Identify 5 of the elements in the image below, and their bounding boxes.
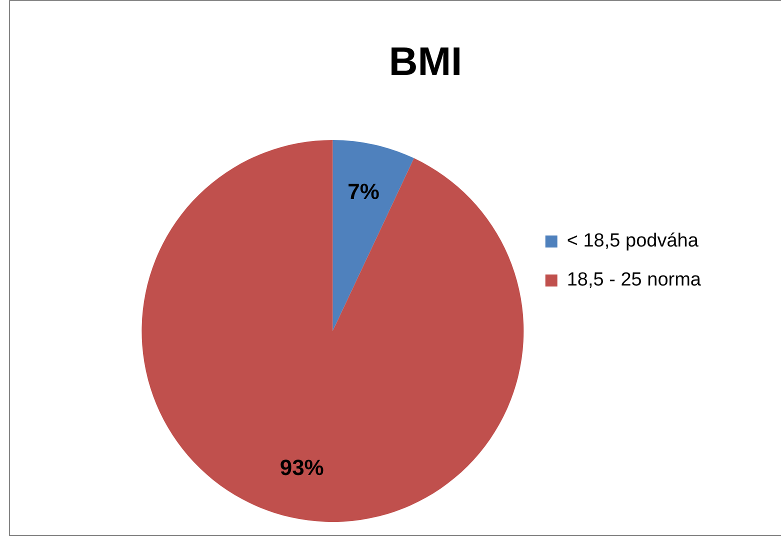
legend-label: < 18,5 podváha [566, 230, 699, 252]
data-label: 7% [348, 179, 380, 204]
legend-label: 18,5 - 25 norma [566, 270, 702, 291]
data-label: 93% [280, 455, 324, 480]
chart-title: BMI [388, 40, 462, 84]
